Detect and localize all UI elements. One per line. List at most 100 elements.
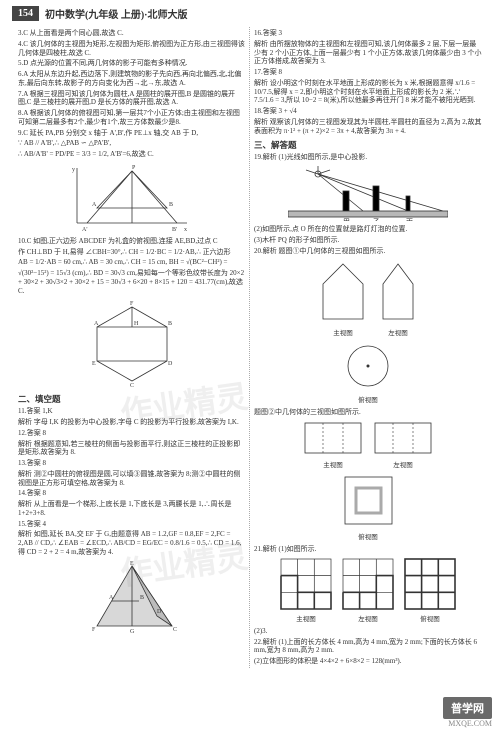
q18-h: 18.答案 3 + √4 (254, 107, 482, 116)
q16-a: 解析 由所摆放物体的主视图和左视图可知,该几何体最多 2 层,下层一层最少有 2… (254, 40, 482, 66)
svg-text:E: E (92, 361, 96, 367)
svg-text:H: H (134, 321, 139, 327)
q16-h: 16.答案 3 (254, 29, 482, 38)
q12-h: 12.答案 8 (18, 429, 245, 438)
q17-a: 解析 设小明这个时刻在水平地面上形成的影长为 x 米,根据题意得 x/1.6 =… (254, 79, 482, 105)
q20-h: 20.解析 题图①中几何体的三视图如图所示. (254, 247, 482, 256)
rect-left-view-icon (373, 421, 433, 456)
q10-c: √(30²−15²) = 15√3 (cm),∴ BD = 30√3 cm,易知… (18, 269, 245, 295)
content-area: 3.C 从上面看是两个同心圆,故选 C. 4.C 该几何体的主视图为矩形,左视图… (0, 27, 500, 668)
q13-h: 13.答案 8 (18, 459, 245, 468)
q9-b: ∴ AB/A'B' = PD/PE = 3/3 = 1/2, A'B'=6,故选… (18, 150, 245, 159)
diagram-q21-grids: 主视图 左视图 (254, 558, 482, 623)
q14-a: 解析 从上面看是一个梯形,上底长是 1,下底长是 3,两腰长是 1,∴周长是 1… (18, 500, 245, 518)
q19-a: (2)如图所示,点 O 所在的位置就是路灯灯泡的位置. (254, 225, 482, 234)
svg-text:P: P (132, 165, 136, 171)
q9-head: 9.C 延长 PA,PB 分别交 x 轴于 A',B',作 PE⊥x 轴,交 A… (18, 129, 245, 138)
shadow-diagram-icon: 甲 乙 丙 (288, 166, 448, 221)
q13-a: 解析 测②中圆柱的俯视图是圆,可以填③圆锥,故答案为 8;测②中圆柱的侧视图是正… (18, 470, 245, 488)
svg-text:B: B (168, 321, 172, 327)
right-column: 16.答案 3 解析 由所摆放物体的主视图和左视图可知,该几何体最多 2 层,下… (250, 27, 486, 668)
page-title: 初中数学(九年级 上册)·北师大版 (45, 6, 188, 21)
hexagon-diagram-icon: A B D C E F H (82, 299, 182, 389)
q4: 4.C 该几何体的主视图为矩形,左视图为矩形,俯视图为正方形,由三视图得该几何体… (18, 40, 245, 58)
q11-h: 11.答案 1,K (18, 407, 245, 416)
svg-text:x: x (184, 227, 187, 233)
q21-a: (2)3. (254, 627, 482, 636)
q8: 8.A 根据该几何体的俯视图可知,第一层共7个小正方体;由主视图和左视图可知第二… (18, 109, 245, 127)
label-main-3: 主视图 (280, 613, 332, 623)
diagram-q20-circle: 俯视图 (254, 341, 482, 404)
q15-h: 15.答案 4 (18, 520, 245, 529)
label-left: 左视图 (378, 327, 418, 337)
q19-h: 19.解析 (1)光线如图所示,是中心投影. (254, 153, 482, 162)
page-header: 154 初中数学(九年级 上册)·北师大版 (0, 0, 500, 27)
svg-text:A: A (94, 321, 99, 327)
label-top-3: 俯视图 (404, 613, 456, 623)
svg-text:乙: 乙 (373, 218, 380, 221)
q20-a: 题图②中几何体的三视图如图所示. (254, 408, 482, 417)
label-main-2: 主视图 (303, 459, 363, 469)
rect-main-view-icon (303, 421, 363, 456)
diagram-q9: P A B A' B' y x (18, 163, 245, 233)
bottom-logo: 普学网 MXQE.COM (443, 697, 492, 728)
svg-text:C: C (130, 383, 134, 389)
diagram-q20b-rects: 主视图 左视图 (254, 421, 482, 469)
q14-h: 14.答案 8 (18, 489, 245, 498)
q21-h: 21.解析 (1)如图所示. (254, 545, 482, 554)
svg-text:A: A (92, 202, 97, 208)
svg-text:C: C (173, 627, 177, 633)
svg-text:D: D (168, 361, 173, 367)
svg-text:甲: 甲 (343, 218, 350, 221)
q10-b: AB = 1/2·AB = 60 cm,∴ AB = 30 cm,∴ CH = … (18, 258, 245, 267)
q17-h: 17.答案 8 (254, 68, 482, 77)
svg-text:B: B (169, 202, 173, 208)
svg-text:G: G (130, 629, 135, 635)
triangle-diagram-icon: P A B A' B' y x (72, 163, 192, 233)
q5: 5.D 点光源的位置不同,两几何体的影子可能有多种情况. (18, 59, 245, 68)
house-left-view-icon (378, 259, 418, 324)
q11-a: 解析 字母 I,K 的投影为中心投影,字母 C 的投影为平行投影,故答案为 I,… (18, 418, 245, 427)
svg-text:y: y (72, 167, 75, 173)
page-number: 154 (12, 6, 39, 21)
q9-a: ∵ AB // A'B',∴ △PAB ∽ △PA'B', (18, 139, 245, 148)
svg-text:A': A' (82, 227, 87, 233)
svg-text:丙: 丙 (406, 218, 413, 221)
grid-top-view-icon (404, 558, 456, 610)
diagram-q20-houses: 主视图 左视图 (254, 259, 482, 337)
q12-a: 解析 根据题意知,若三棱柱的侧面与投影面平行,则这正三棱柱的正投影即是矩形,故答… (18, 440, 245, 458)
svg-text:D: D (157, 609, 162, 615)
q10-a: 作 CH⊥BD 于 H,易得 ∠CBH=30°,∴ CH = 1/2·BC = … (18, 248, 245, 257)
svg-text:F: F (130, 301, 134, 307)
diagram-q20b-square: 俯视图 (254, 473, 482, 541)
label-left-2: 左视图 (373, 459, 433, 469)
q3: 3.C 从上面看是两个同心圆,故选 C. (18, 29, 245, 38)
label-main: 主视图 (318, 327, 368, 337)
circle-top-view-icon (343, 341, 393, 391)
left-column: 3.C 从上面看是两个同心圆,故选 C. 4.C 该几何体的主视图为矩形,左视图… (14, 27, 250, 668)
logo-text: 普学网 (443, 697, 492, 719)
label-left-3: 左视图 (342, 613, 394, 623)
q7: 7.A 根据三视图可知该几何体为圆柱,A 是圆柱的展开图,B 是圆锥的展开图,C… (18, 90, 245, 108)
q22-a: (2)立体图形的体积是 4×4×2 + 6×8×2 = 128(mm³). (254, 657, 482, 666)
svg-text:E: E (130, 561, 134, 567)
svg-text:B': B' (172, 227, 177, 233)
q22-h: 22.解析 (1)上面的长方体长 4 mm,高为 4 mm,宽为 2 mm;下面… (254, 638, 482, 656)
grid-left-view-icon (342, 558, 394, 610)
section-2-title: 二、填空题 (18, 393, 245, 405)
pyramid-diagram-icon: E F C A B G D (77, 561, 187, 636)
q15-a: 解析 如图,延长 BA,交 EF 于 G,由题意得 AB = 1.2,GF = … (18, 530, 245, 556)
grid-main-view-icon (280, 558, 332, 610)
q18-a: 解析 观察该几何体的三视图发现其为半圆柱,半圆柱的直径为 2,高为 2,故其表面… (254, 118, 482, 136)
label-top-2: 俯视图 (341, 531, 396, 541)
svg-text:F: F (92, 627, 96, 633)
svg-text:B: B (140, 595, 144, 601)
svg-text:A: A (109, 595, 114, 601)
section-3-title: 三、解答题 (254, 139, 482, 151)
diagram-q15: E F C A B G D (18, 561, 245, 636)
label-top: 俯视图 (343, 394, 393, 404)
square-top-view-icon (341, 473, 396, 528)
diagram-q10: A B D C E F H (18, 299, 245, 389)
q6: 6.A 太阳从东边升起,西边落下,则建筑物的影子先向西,再向北偏西,北,北偏东,… (18, 70, 245, 88)
logo-url: MXQE.COM (443, 719, 492, 728)
